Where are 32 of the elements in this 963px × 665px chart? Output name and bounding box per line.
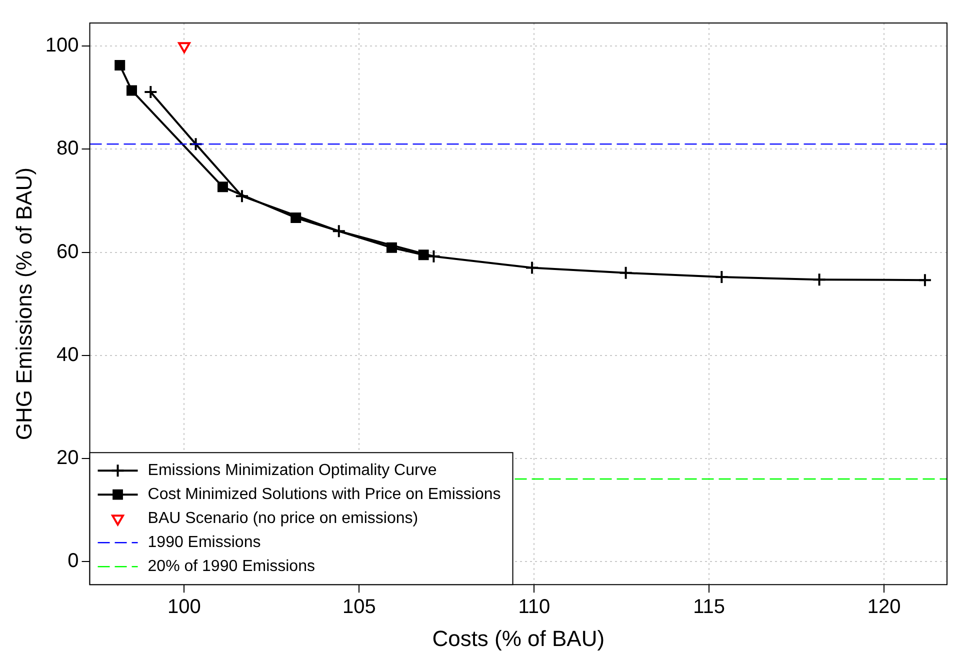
x-tick-label: 120	[867, 596, 901, 618]
x-tick-label: 105	[342, 596, 376, 618]
y-axis-title: GHG Emissions (% of BAU)	[11, 167, 36, 440]
legend-label: Cost Minimized Solutions with Price on Emissions	[148, 486, 501, 504]
legend-label: 20% of 1990 Emissions	[148, 558, 315, 576]
y-tick-label: 100	[45, 34, 79, 57]
point	[812, 272, 826, 287]
point	[525, 260, 540, 275]
point	[426, 249, 441, 264]
x-tick-label: 100	[168, 596, 201, 618]
y-tick-label: 0	[68, 550, 79, 572]
legend-label: Emissions Minimization Optimality Curve	[148, 462, 437, 480]
x-tick-label: 115	[693, 596, 726, 618]
point	[188, 137, 203, 152]
point	[178, 42, 190, 54]
y-tick-label: 80	[56, 138, 79, 160]
point	[918, 273, 932, 288]
legend-label: BAU Scenario (no price on emissions)	[148, 510, 418, 528]
point	[217, 182, 228, 192]
y-tick-label: 60	[56, 240, 79, 263]
legend-label: 1990 Emissions	[148, 534, 261, 552]
point	[114, 60, 126, 70]
point	[618, 266, 633, 280]
point	[714, 270, 729, 284]
x-axis-title: Costs (% of BAU)	[432, 626, 605, 651]
point	[144, 85, 158, 100]
y-tick-label: 40	[56, 344, 79, 366]
point	[332, 224, 346, 238]
point	[126, 85, 137, 96]
x-tick-label: 110	[518, 596, 550, 618]
point	[234, 189, 249, 204]
y-tick-label: 20	[56, 446, 79, 469]
